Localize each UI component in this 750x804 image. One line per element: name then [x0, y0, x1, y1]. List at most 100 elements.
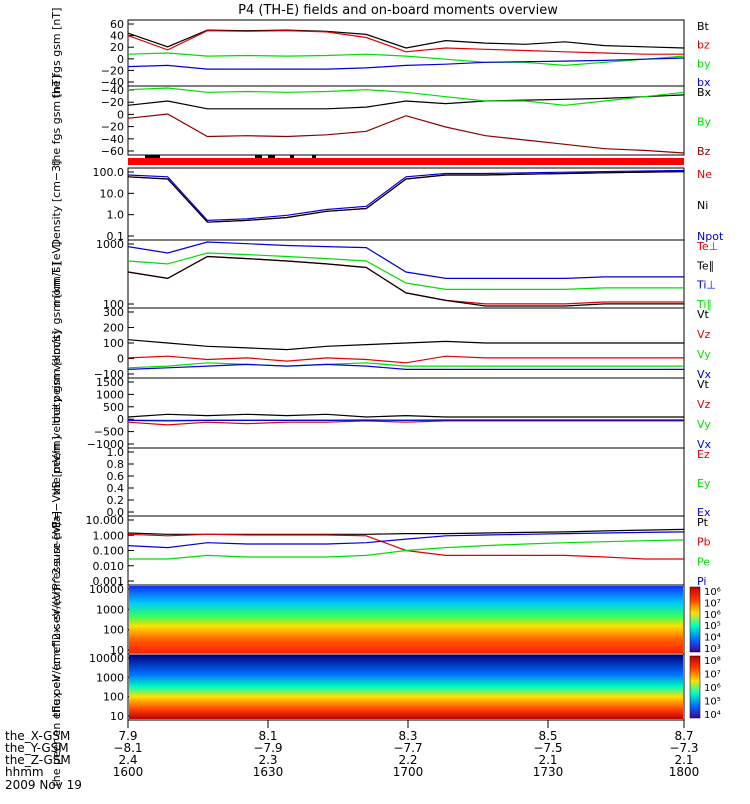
ytick-label: 300: [103, 306, 124, 319]
colorbar-tick: 10³: [704, 644, 721, 655]
legend-entry: Bx: [697, 86, 712, 99]
series-line-Bz: [127, 113, 685, 154]
ytick-label: 1.0: [107, 209, 125, 222]
ytick-label: 100: [103, 691, 124, 704]
legend-entry: Vy: [697, 418, 711, 431]
ytick-label: 60: [110, 18, 124, 31]
series-line-Ti∥: [127, 252, 684, 290]
footer-row-the_Z-GSM: the_Z-GSM 2.4 2.3 2.2 2.1 2.1: [5, 753, 694, 767]
legend-entry: Bz: [697, 145, 711, 158]
footer-val: 2.4: [118, 753, 137, 767]
ytick-label: 0: [117, 53, 124, 66]
ytick-label: 200: [103, 322, 124, 335]
footer-val: 8.3: [398, 729, 417, 743]
colorbar-tick: 10⁵: [704, 621, 721, 632]
footer-val: 1600: [113, 765, 144, 779]
spectrogram: [129, 655, 683, 719]
mode-mark: [312, 155, 316, 158]
ytick-label: 0.010: [93, 560, 125, 573]
legend-entry: Ex: [697, 506, 711, 519]
ytick-label: 100: [103, 624, 124, 637]
panel-yticks: 6040200−20−40−40−200−20−40−60100.010.01.…: [86, 18, 134, 723]
legend-entry: Vt: [697, 308, 710, 321]
footer-val: 7.9: [118, 729, 137, 743]
ytick-label: 10: [110, 644, 124, 657]
footer-val: 8.1: [258, 729, 277, 743]
ytick-label: 0.001: [93, 575, 125, 588]
series-line-Ti⊥: [127, 241, 684, 279]
legend-entry: Te∥: [696, 259, 714, 272]
ytick-label: 0.0: [107, 506, 125, 519]
colorbar-tick: 10⁶: [704, 683, 721, 694]
panel-legends: BtbzbybxBxByBzNeNiNpotTe⊥Te∥Ti⊥Ti∥VtVzVy…: [696, 20, 724, 588]
spectrogram: [129, 586, 683, 653]
ytick-label: −20: [101, 64, 124, 77]
ytick-label: 10000: [89, 583, 124, 596]
ytick-label: 10.0: [100, 187, 125, 200]
colorbar-tick: 10⁶: [704, 610, 721, 621]
legend-entry: Pb: [697, 536, 711, 549]
series-line-bz: [127, 30, 684, 55]
legend-entry: Bt: [697, 20, 710, 33]
panel-frame: [127, 85, 685, 156]
ytick-label: 1.000: [93, 529, 125, 542]
ytick-label: 0.8: [107, 458, 125, 471]
mode-mark: [290, 155, 294, 158]
footer-val: 1730: [533, 765, 564, 779]
ylabel: Pressure [nPa]: [50, 511, 63, 590]
mode-mark: [145, 155, 160, 158]
ytick-label: 0.100: [93, 545, 125, 558]
legend-entry: Ni: [697, 199, 708, 212]
legend-entry: Ti⊥: [696, 279, 716, 292]
ytick-label: 0: [117, 353, 124, 366]
legend-entry: Pe: [697, 555, 710, 568]
ytick-label: 10: [110, 710, 124, 723]
footer-val: 2.2: [398, 753, 417, 767]
ytick-label: 0.2: [107, 494, 125, 507]
ytick-label: 100: [103, 337, 124, 350]
chart-title: P4 (TH-E) fields and on-board moments ov…: [238, 3, 558, 18]
footer-val: 1700: [393, 765, 424, 779]
ylabel: the peer en eflux eV/(cm^2-s-sr-eV): [50, 587, 63, 786]
footer-val: 1630: [253, 765, 284, 779]
ylabel: the fgs gsm [nT]: [50, 8, 63, 99]
ytick-label: −40: [101, 76, 124, 89]
ylabel: the fgs gsm [nT]: [50, 75, 63, 166]
ytick-label: 0: [117, 108, 124, 121]
panel-frame: [127, 653, 685, 721]
footer-label: the_Z-GSM: [5, 753, 71, 767]
footer-val: −8.1: [113, 741, 142, 755]
footer-val: 2.1: [538, 753, 557, 767]
footer-val: 1800: [669, 765, 700, 779]
ylabel: mom T [eV]: [50, 242, 63, 307]
footer-val: 2.1: [674, 753, 693, 767]
colorbar-tick: 10⁴: [704, 633, 721, 644]
series-line-Vx: [127, 363, 684, 370]
footer-val: 8.5: [538, 729, 557, 743]
colorbar-tick: 10⁴: [704, 710, 721, 721]
ylabel: the peir en eflux eV/(cm^2-s-sr-eV): [50, 522, 63, 717]
legend-entry: Vx: [697, 368, 712, 381]
legend-entry: Ne: [697, 168, 712, 181]
footer-axis: the_X-GSM 7.9 8.1 8.3 8.5 8.7 the_Y-GSM …: [5, 729, 699, 792]
legend-entry: By: [697, 116, 712, 129]
ytick-label: 500: [103, 401, 124, 414]
series-lines: [127, 29, 685, 560]
mode-mark: [255, 155, 262, 158]
legend-entry: Ez: [697, 448, 710, 461]
legend-entry: bz: [697, 39, 710, 52]
panel-frames: [127, 19, 685, 728]
ytick-label: 0: [117, 413, 124, 426]
series-line-Vy: [127, 362, 684, 369]
ytick-label: 100.0: [93, 166, 125, 179]
footer-date: 2009 Nov 19: [5, 778, 82, 792]
mode-mark: [268, 155, 275, 158]
legend-entry: Npot: [697, 230, 724, 243]
ytick-label: 1500: [96, 376, 124, 389]
series-line-By: [127, 87, 685, 106]
footer-label: the_Y-GSM: [5, 741, 69, 755]
footer-val: −7.5: [533, 741, 562, 755]
footer-val: 8.7: [674, 729, 693, 743]
footer-row-the_Y-GSM: the_Y-GSM −8.1 −7.9 −7.7 −7.5 −7.3: [5, 741, 699, 755]
